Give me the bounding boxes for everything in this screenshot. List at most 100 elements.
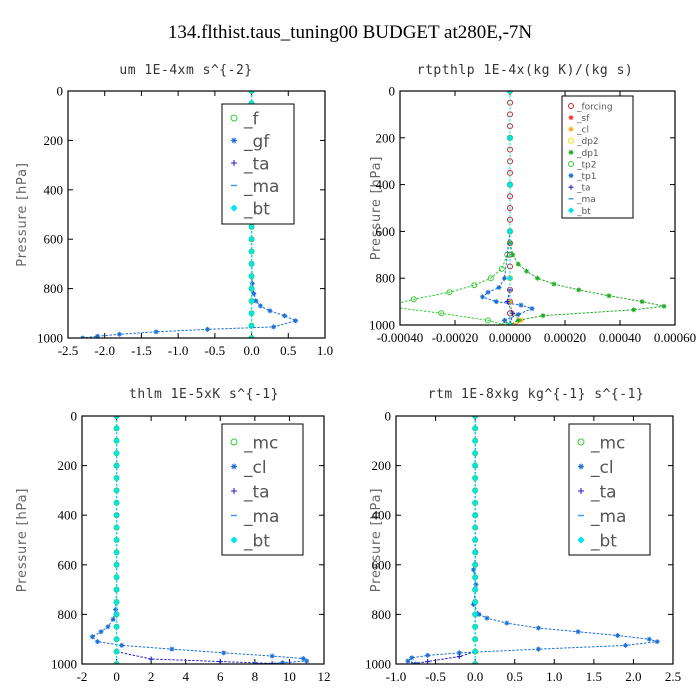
data-point [113, 623, 120, 630]
data-point [472, 524, 479, 531]
legend-label: _ma [576, 195, 596, 205]
legend-label: _mc [590, 433, 625, 453]
legend-label: _tp1 [576, 172, 596, 182]
x-tick-label: 2.0 [625, 669, 641, 684]
data-point [113, 660, 120, 664]
data-point [113, 549, 120, 556]
panel-title: thlm 1E-5xK s^{-1} [129, 387, 279, 402]
data-point [153, 329, 159, 335]
data-point [471, 282, 478, 289]
data-point [472, 474, 479, 482]
data-point [480, 294, 485, 300]
x-tick-label: 0.0 [243, 343, 259, 358]
data-point [518, 317, 524, 323]
data-point [116, 331, 122, 337]
legend-marker [568, 149, 574, 155]
data-point [540, 313, 546, 319]
data-point [524, 268, 529, 274]
chart-panels: um 1E-4xm s^{-2} Pressure [hPa] -2.5 -2.0 -1… [15, 63, 696, 684]
y-tick-label: 400 [376, 177, 396, 192]
data-point [410, 296, 417, 303]
panel-title: rtm 1E-8xkg kg^{-1} s^{-1} [428, 387, 645, 402]
data-point [472, 648, 479, 655]
legend-label: _dp1 [576, 149, 599, 159]
data-point [575, 629, 581, 635]
data-point [576, 287, 582, 293]
legend-label: _f [243, 109, 260, 129]
data-point [646, 636, 652, 642]
legend-marker [231, 160, 237, 166]
legend-marker [577, 536, 585, 544]
plot-frame [67, 90, 326, 339]
data-point [661, 303, 667, 309]
data-point [113, 606, 119, 612]
data-point [510, 310, 516, 316]
data-point [515, 317, 521, 323]
x-tick-label: -1.0 [386, 669, 407, 684]
x-tick-label: 4 [182, 669, 189, 684]
data-point [506, 275, 514, 282]
data-point [98, 629, 104, 635]
data-point [502, 317, 507, 323]
y-tick-label: 600 [376, 224, 396, 239]
data-point [502, 275, 507, 281]
legend-label: _ma [243, 177, 279, 197]
x-tick-label: 12 [318, 669, 331, 684]
legend-label: _bt [243, 531, 270, 551]
series-bt [113, 416, 120, 664]
data-point [248, 322, 255, 329]
data-point [496, 285, 502, 291]
data-point [248, 334, 255, 338]
data-point [271, 324, 277, 330]
y-tick-label: 200 [372, 458, 392, 473]
x-tick-label: 0.5 [507, 669, 523, 684]
y-tick-label: 800 [376, 271, 396, 286]
data-point [476, 611, 482, 617]
data-point [113, 598, 120, 606]
data-point [551, 281, 557, 287]
data-point [113, 425, 120, 432]
data-point [269, 653, 275, 659]
data-point [248, 297, 255, 305]
data-point [113, 586, 120, 593]
data-point [472, 660, 479, 664]
y-axis-label: Pressure [hPa] [15, 488, 30, 592]
data-point [280, 660, 286, 664]
legend-marker [578, 463, 584, 470]
legend-box [561, 95, 634, 219]
data-point [248, 236, 255, 243]
data-point [506, 321, 514, 325]
series-bt [472, 416, 479, 664]
x-tick-label: -0.00020 [432, 330, 479, 345]
data-point [425, 652, 431, 658]
legend-label: _ma [243, 507, 279, 527]
data-point [110, 616, 116, 622]
legend-label: _ta [243, 154, 270, 174]
legend-label: _gf [243, 132, 270, 152]
legend-label: _ta [590, 482, 617, 502]
y-tick-label: 0 [71, 409, 78, 424]
data-point [113, 474, 120, 482]
x-tick-label: -1.0 [168, 343, 189, 358]
data-point [113, 574, 120, 581]
data-point [205, 326, 211, 332]
legend-marker [567, 207, 575, 214]
data-point [498, 265, 505, 272]
legend-marker [568, 137, 574, 144]
data-point [248, 223, 255, 230]
y-axis-label: Pressure [hPa] [15, 162, 30, 266]
data-point [119, 642, 125, 648]
data-point [623, 642, 629, 648]
data-point [251, 291, 257, 297]
data-point [472, 611, 479, 618]
legend: _forcing _sf _cl_dp2 _dp1_tp2 _tp1 _ta_ma _bt [561, 95, 634, 219]
y-tick-label: 400 [44, 182, 64, 197]
x-tick-label: 1.0 [317, 343, 333, 358]
data-point [113, 561, 120, 568]
series-tp2 [384, 91, 513, 325]
legend-label: _bt [590, 531, 617, 551]
data-point [487, 275, 494, 282]
data-point [384, 304, 389, 309]
legend-marker [568, 103, 574, 109]
plot-frame [81, 415, 325, 665]
